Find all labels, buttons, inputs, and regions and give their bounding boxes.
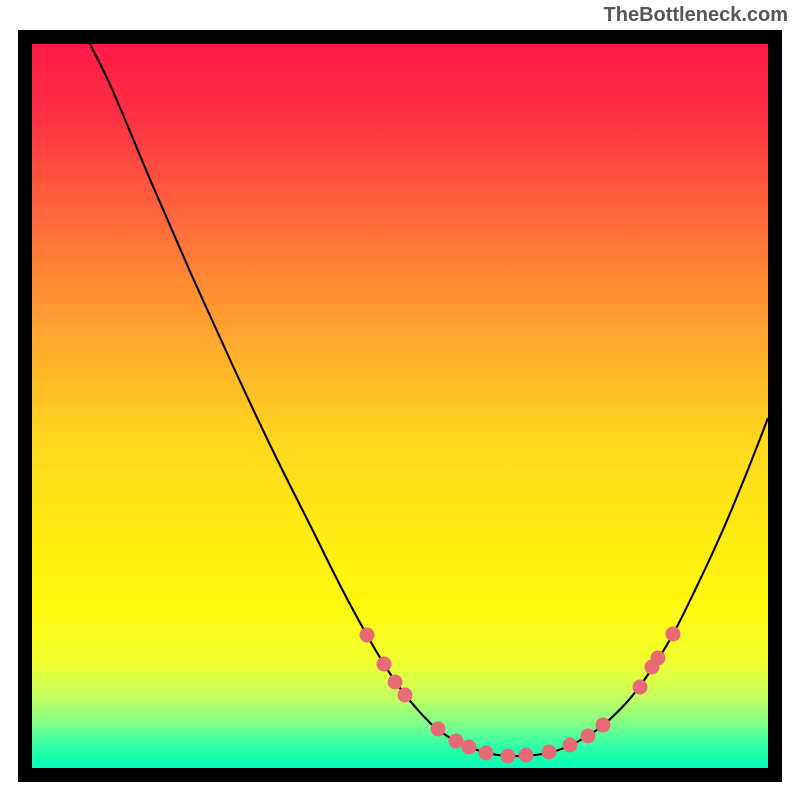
data-marker: [479, 746, 494, 761]
chart-svg: [32, 44, 768, 768]
attribution-text: TheBottleneck.com: [604, 4, 788, 27]
data-marker: [651, 651, 666, 666]
data-marker: [431, 722, 446, 737]
data-marker: [666, 627, 681, 642]
data-marker: [360, 628, 375, 643]
data-marker: [377, 657, 392, 672]
chart-outer-frame: [18, 30, 782, 782]
data-marker: [398, 688, 413, 703]
data-marker: [501, 749, 516, 764]
data-marker: [462, 740, 477, 755]
chart-plot-area: [32, 44, 768, 768]
data-marker: [449, 734, 464, 749]
data-marker: [596, 718, 611, 733]
data-marker: [563, 738, 578, 753]
data-marker: [388, 675, 403, 690]
data-marker: [581, 729, 596, 744]
data-marker: [633, 680, 648, 695]
data-marker: [542, 745, 557, 760]
data-marker: [519, 748, 534, 763]
